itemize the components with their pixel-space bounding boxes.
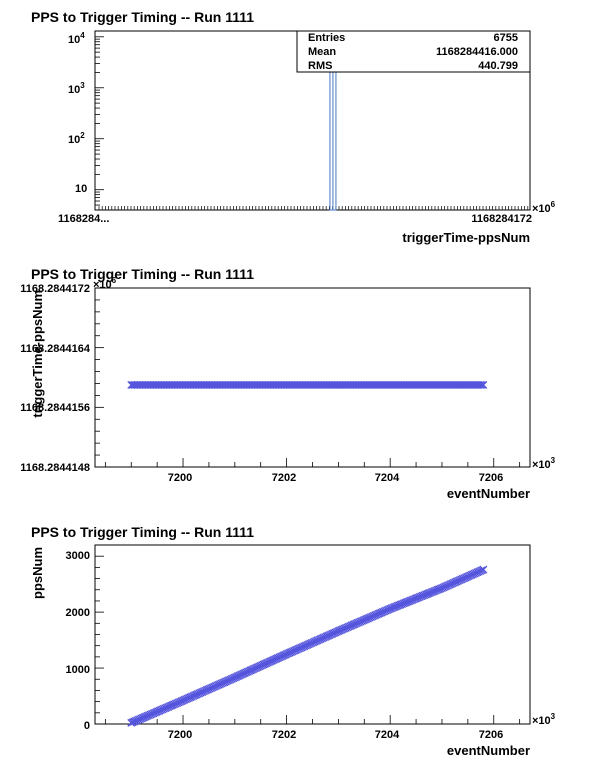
x-axis-title: eventNumber: [447, 486, 530, 501]
x-axis-exponent: ×106: [532, 200, 556, 215]
axis-ticks: [95, 544, 521, 725]
y-tick-label: 103: [68, 81, 85, 96]
y-axis-title: ppsNum: [30, 547, 45, 599]
axis-ticks: [95, 287, 521, 468]
data-point: [479, 565, 488, 574]
x-tick-label: 7206: [479, 472, 503, 484]
svg-text:10: 10: [75, 183, 87, 195]
y-tick-label: 2000: [66, 607, 90, 619]
data-series: [127, 565, 488, 727]
chart-title: PPS to Trigger Timing -- Run 1111: [31, 524, 254, 540]
x-tick-label: 1168284172: [471, 213, 532, 225]
panel-scatter-pps: PPS to Trigger Timing -- Run 1111 3000 2…: [30, 524, 556, 758]
data-point: [477, 380, 486, 389]
x-tick-label: 7200: [168, 472, 192, 484]
x-tick-label: 7204: [375, 472, 400, 484]
data-point: [479, 380, 488, 389]
stats-value: 1168284416.000: [436, 46, 518, 58]
y-tick-label: 104: [68, 31, 85, 46]
x-axis-title: eventNumber: [447, 743, 530, 758]
y-axis-title: triggerTime-ppsNum: [30, 290, 45, 418]
plot-frame: [94, 544, 531, 725]
y-tick-label: 1000: [66, 664, 90, 676]
x-axis-exponent: ×103: [532, 456, 556, 471]
y-tick-label: 1168.2844172: [20, 283, 90, 295]
x-tick-label: 7200: [168, 729, 192, 741]
x-axis-title: triggerTime-ppsNum: [402, 230, 530, 245]
stats-label: Mean: [308, 46, 336, 58]
chart-title: PPS to Trigger Timing -- Run 1111: [31, 9, 254, 25]
stats-label: Entries: [308, 32, 345, 44]
stats-value: 440.799: [478, 60, 518, 72]
stats-box: Entries 6755 Mean 1168284416.000 RMS 440…: [296, 30, 531, 73]
x-tick-label: 7202: [272, 472, 296, 484]
stats-label: RMS: [308, 60, 332, 72]
panel-histogram: PPS to Trigger Timing -- Run 1111 104 10…: [31, 9, 556, 245]
data-series: [127, 380, 488, 389]
x-axis-exponent: ×103: [532, 712, 556, 727]
x-tick-label: 7202: [272, 729, 296, 741]
y-tick-label: 1168.2844148: [20, 462, 90, 474]
stats-value: 6755: [494, 32, 518, 44]
svg-text:104: 104: [68, 31, 85, 46]
x-tick-label: 7204: [375, 729, 400, 741]
svg-text:103: 103: [68, 81, 85, 96]
svg-text:102: 102: [68, 131, 85, 146]
y-tick-label: 10: [75, 183, 87, 195]
x-tick-label: 1168284...: [58, 213, 109, 225]
plot-frame: [94, 287, 531, 468]
data-point: [476, 380, 485, 389]
y-tick-label: 1168.2844164: [20, 343, 91, 355]
y-tick-label: 0: [84, 720, 90, 732]
y-axis-exponent: ×106: [93, 276, 117, 291]
chart-title: PPS to Trigger Timing -- Run 1111: [31, 266, 254, 282]
panel-scatter-trigger: PPS to Trigger Timing -- Run 1111 1168.2…: [20, 266, 555, 501]
y-tick-label: 102: [68, 131, 85, 146]
y-tick-label: 1168.2844156: [20, 402, 90, 414]
x-tick-label: 7206: [479, 729, 503, 741]
y-tick-label: 3000: [66, 550, 90, 562]
